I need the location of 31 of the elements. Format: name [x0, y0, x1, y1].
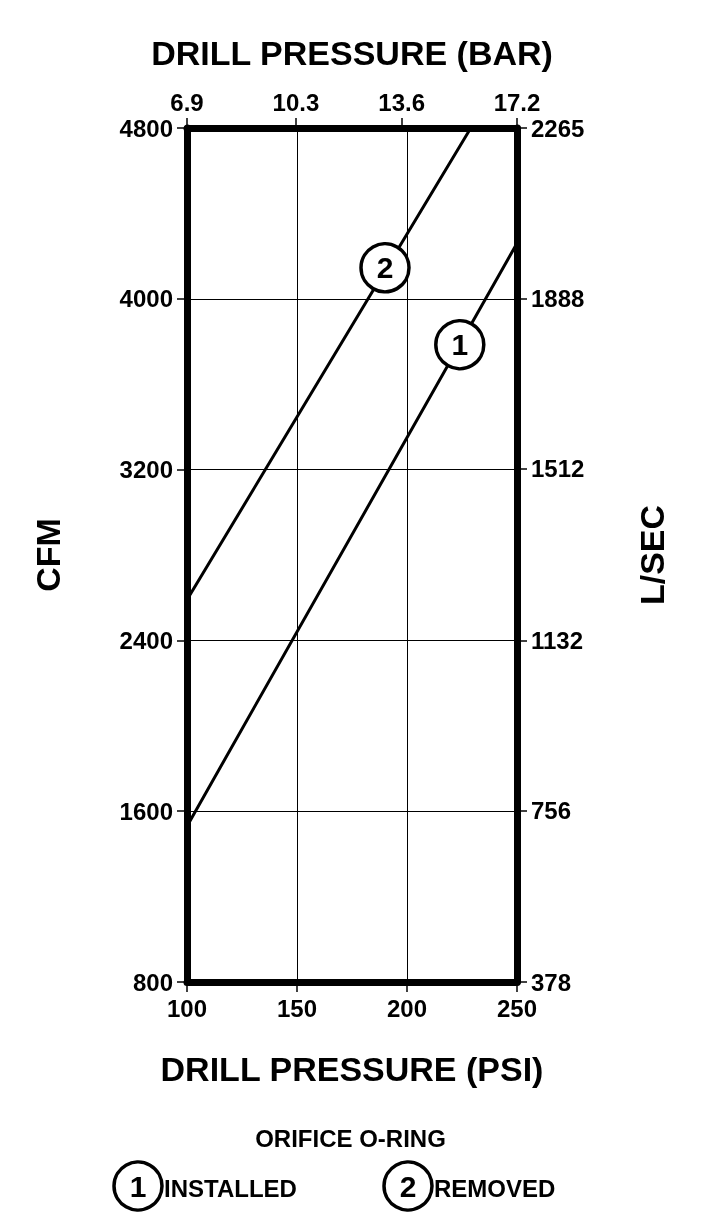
y2-tick-label: 1888: [531, 285, 585, 313]
y-tick-label: 800: [132, 968, 173, 996]
x2-tick-label: 13.6: [378, 88, 426, 116]
text: 2: [399, 1169, 417, 1203]
y-tick-label: 2400: [119, 626, 173, 654]
x2-axis-title: DRILL PRESSURE (BAR): [151, 34, 553, 72]
legend-label: REMOVED: [434, 1174, 556, 1202]
y2-axis-title: L/SEC: [633, 504, 671, 606]
x2-tick-label: 17.2: [493, 88, 541, 116]
y-tick-label: 4800: [119, 114, 173, 142]
legend-title: ORIFICE O-RING: [255, 1124, 446, 1152]
y-tick-label: 1600: [119, 797, 173, 825]
y-tick-label: 4000: [119, 285, 173, 313]
annotation: 2: [376, 251, 394, 285]
y-tick-label: 3200: [119, 456, 173, 484]
legend-label: INSTALLED: [164, 1174, 297, 1202]
y2-tick-label: 378: [531, 968, 572, 996]
y2-tick-label: 756: [531, 797, 572, 825]
x2-tick-label: 6.9: [170, 88, 204, 116]
x-axis-title: DRILL PRESSURE (PSI): [160, 1050, 544, 1088]
y2-tick-label: 2265: [531, 114, 585, 142]
text: 1: [129, 1169, 147, 1203]
annotation: 1: [451, 328, 469, 362]
x-tick-label: 100: [166, 994, 208, 1022]
x-tick-label: 150: [276, 994, 318, 1022]
x-tick-label: 250: [496, 994, 538, 1022]
x-tick-label: 200: [386, 994, 428, 1022]
y2-tick-label: 1132: [531, 627, 584, 655]
x2-tick-label: 10.3: [272, 88, 320, 116]
y2-tick-label: 1512: [531, 455, 585, 483]
y-axis-title: CFM: [29, 518, 67, 592]
